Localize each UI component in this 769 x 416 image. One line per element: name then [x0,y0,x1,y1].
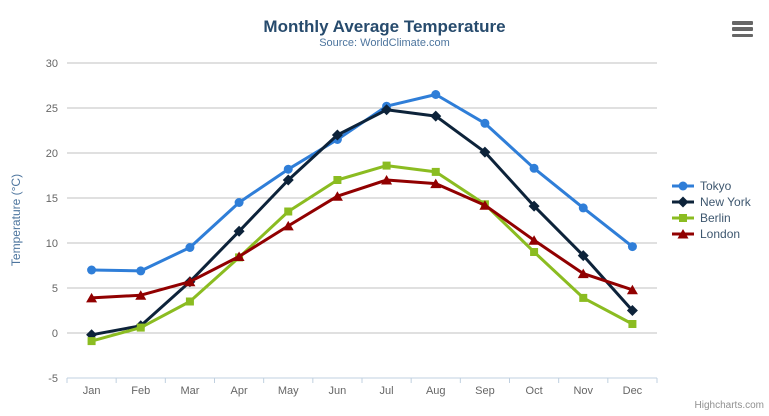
x-axis-tick-label: Sep [475,385,495,397]
series-marker-berlin[interactable] [185,297,194,306]
series-new-york [86,104,638,341]
legend-item-tokyo[interactable]: Tokyo [671,178,751,194]
x-axis-tick-label: Aug [426,385,446,397]
x-axis-tick-label: Feb [131,385,150,397]
series-marker-tokyo[interactable] [431,90,441,99]
series-line-london[interactable] [90,178,634,300]
series-marker-tokyo[interactable] [283,164,293,174]
series-marker-tokyo[interactable] [578,203,588,213]
series-marker-berlin[interactable] [136,323,145,332]
series-marker-berlin[interactable] [431,167,440,176]
hamburger-icon [732,27,753,31]
hamburger-icon [732,21,753,25]
legend-item-london[interactable]: London [671,226,751,242]
series-marker-new-york[interactable] [528,200,540,212]
series-marker-london[interactable] [184,276,196,287]
series-tokyo [87,90,637,276]
series-marker-berlin[interactable] [333,176,342,184]
series-marker-new-york[interactable] [626,305,638,316]
y-axis-tick-label: 20 [46,148,58,160]
legend-marker-diamond-icon [672,196,694,208]
x-axis-tick-label: Dec [623,385,643,397]
series-marker-berlin[interactable] [382,161,391,170]
series-marker-new-york[interactable] [430,110,442,122]
hamburger-icon [732,33,753,37]
x-axis-tick-label: Oct [526,385,543,397]
chart-title: Monthly Average Temperature [263,17,506,36]
x-axis-tick-label: Jul [380,385,394,397]
series-marker-london[interactable] [331,191,343,201]
series-marker-tokyo[interactable] [529,163,539,173]
series-marker-tokyo[interactable] [480,118,490,128]
series-marker-london[interactable] [86,292,98,303]
y-axis-tick-label: 10 [46,238,58,250]
series-marker-london[interactable] [233,251,245,262]
legend-marker-shape[interactable] [679,214,687,222]
legend-label: Tokyo [700,179,732,193]
series-marker-london[interactable] [430,178,442,189]
x-axis: Jan Feb Mar Apr May Jun Jul Aug Sep Oct Nov Dec [66,377,658,397]
x-axis-tick-label: May [278,385,299,397]
credits-link[interactable]: Highcharts.com [694,400,764,411]
y-axis-tick-label: 25 [46,103,58,115]
legend-label: London [700,227,741,241]
series-line-berlin[interactable] [90,164,634,343]
series-marker-new-york[interactable] [233,225,245,237]
export-menu-button[interactable] [732,19,754,39]
legend-marker-shape[interactable] [678,181,688,191]
legend-item-berlin[interactable]: Berlin [671,210,751,226]
series-marker-london[interactable] [381,175,393,185]
series-line-new-york[interactable] [90,108,634,337]
x-axis-tick-label: Jun [329,385,347,397]
legend-item-new-york[interactable]: New York [671,194,751,210]
x-axis-tick-label: Mar [180,385,199,397]
chart-subtitle: Source: WorldClimate.com [319,37,450,49]
series-marker-london[interactable] [528,235,540,245]
series-marker-new-york[interactable] [577,250,589,262]
y-axis-title: Temperature (°C) [9,173,23,267]
x-axis-tick-label: Nov [573,385,593,397]
legend-label: New York [700,195,751,209]
series-marker-tokyo[interactable] [234,198,244,207]
series-marker-berlin[interactable] [530,248,539,256]
legend-marker-shape[interactable] [677,196,689,208]
y-axis-tick-label: 0 [52,328,58,340]
series-marker-new-york[interactable] [479,146,491,158]
y-axis-tick-label: -5 [48,373,58,385]
series-marker-new-york[interactable] [381,104,393,116]
series-marker-tokyo[interactable] [185,243,195,252]
series-marker-berlin[interactable] [87,337,96,346]
legend-label: Berlin [700,211,731,225]
legend-marker-triangle-icon [672,229,694,239]
series-berlin [87,161,637,346]
series-marker-london[interactable] [479,200,491,210]
legend-marker-shape[interactable] [677,229,689,239]
series-marker-london[interactable] [135,290,147,300]
y-axis-tick-label: 5 [52,283,58,295]
series-marker-new-york[interactable] [331,129,343,141]
series-marker-london[interactable] [282,220,294,231]
series-marker-london[interactable] [626,284,638,295]
series-marker-tokyo[interactable] [136,266,146,276]
series-marker-berlin[interactable] [284,207,293,216]
series-marker-tokyo[interactable] [627,242,637,252]
y-axis-labels: -5 0 5 10 15 20 25 30 [46,58,58,385]
legend-marker-circle-icon [672,181,694,191]
x-axis-tick-label: Jan [83,385,101,397]
series-marker-berlin[interactable] [579,293,588,302]
series-marker-tokyo[interactable] [87,265,97,275]
gridlines [67,62,657,379]
series-marker-new-york[interactable] [282,174,294,186]
x-axis-tick-label: Apr [231,385,248,397]
legend-marker-square-icon [672,214,694,222]
series-marker-london[interactable] [577,268,589,279]
y-axis-tick-label: 30 [46,58,58,70]
series-marker-berlin[interactable] [628,320,637,328]
series-london [86,175,638,303]
chart-legend: Tokyo New York Berlin London [671,178,751,242]
y-axis-tick-label: 15 [46,193,58,205]
